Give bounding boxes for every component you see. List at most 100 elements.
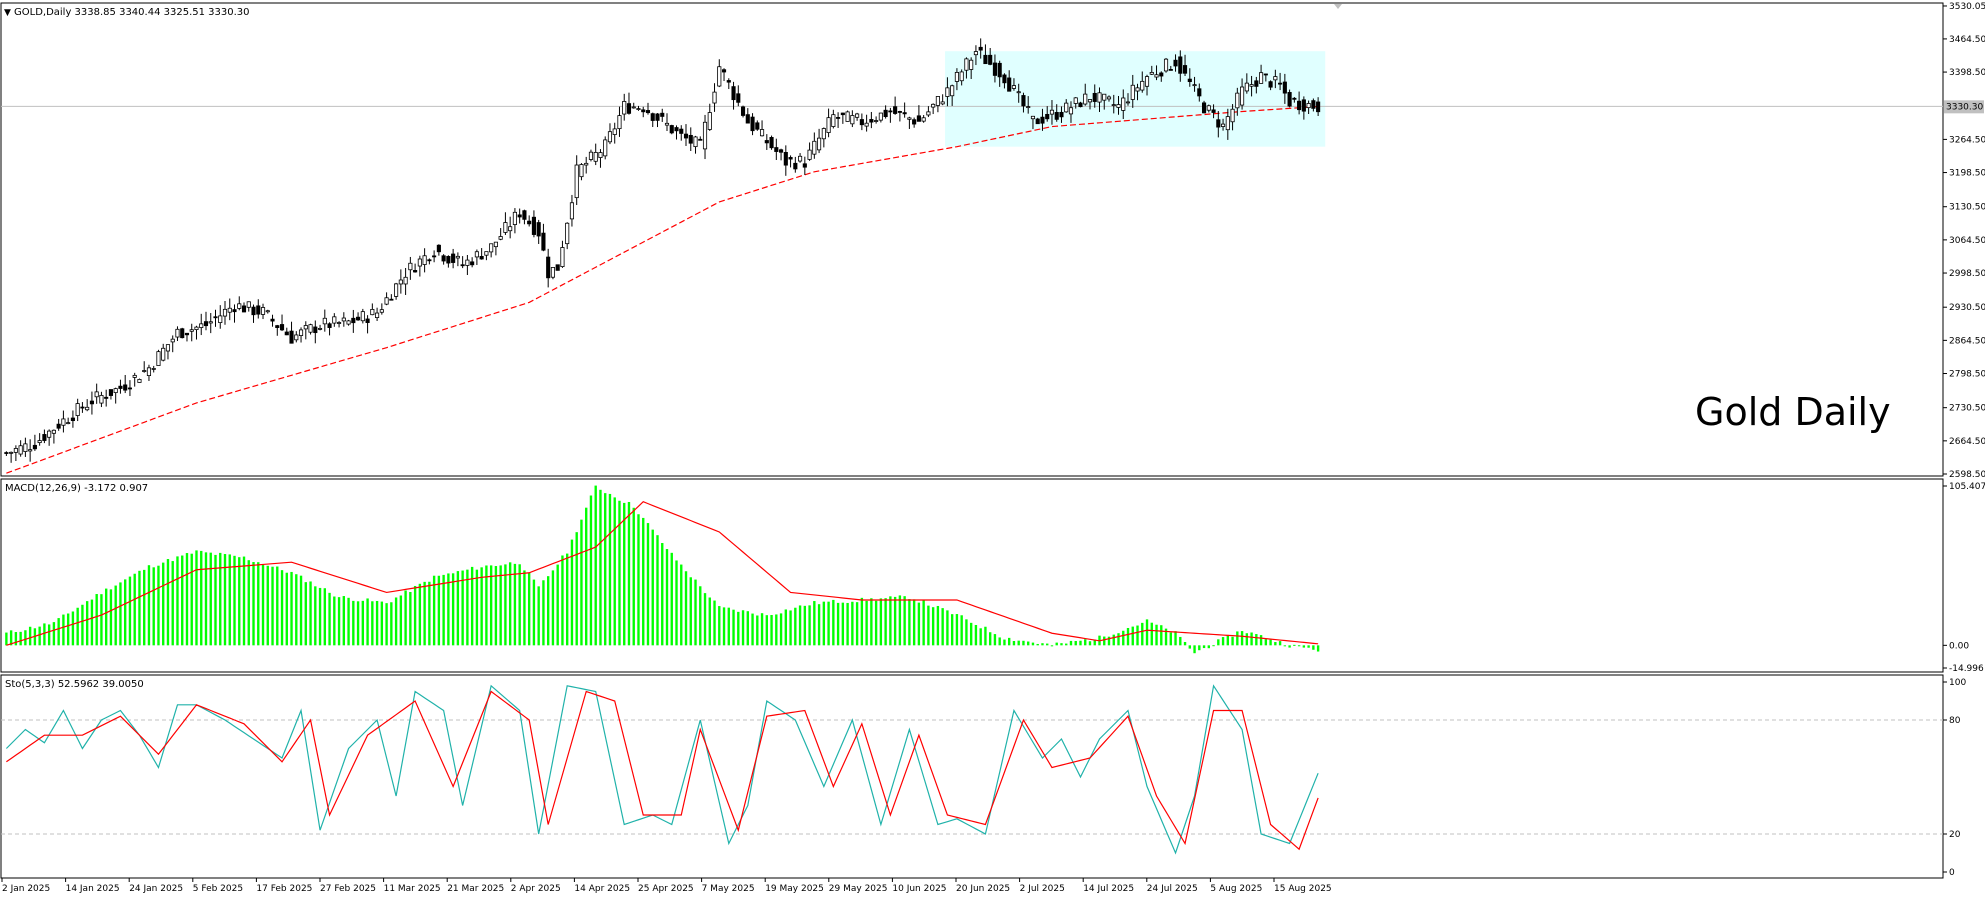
- candle-body: [859, 119, 864, 126]
- candle-body: [683, 133, 689, 139]
- macd-histogram-bar: [846, 602, 849, 646]
- macd-histogram-bar: [570, 539, 574, 646]
- macd-histogram-bar: [969, 622, 973, 646]
- macd-histogram-bar: [432, 575, 436, 646]
- candle: [855, 112, 860, 121]
- candle-body: [902, 112, 907, 115]
- macd-histogram-bar: [518, 564, 521, 646]
- candle-body: [964, 58, 969, 71]
- candle-body: [940, 101, 945, 105]
- candle: [61, 410, 66, 433]
- candle: [1007, 70, 1012, 92]
- macd-histogram-bar: [912, 599, 916, 646]
- candle: [503, 212, 508, 235]
- price-panel-collapse-icon[interactable]: ▼: [4, 8, 11, 18]
- candle: [603, 136, 608, 160]
- candle: [1211, 104, 1216, 119]
- macd-histogram-bar: [1293, 644, 1296, 646]
- macd-histogram-bar: [965, 619, 968, 646]
- candle: [560, 240, 565, 268]
- candle-body: [194, 326, 199, 330]
- chart-shift-icon[interactable]: [1334, 4, 1342, 9]
- candle: [66, 417, 71, 425]
- candle-body: [541, 232, 546, 251]
- candle-body: [208, 321, 213, 324]
- macd-axis-label: -14.996: [1949, 664, 1984, 674]
- candle-body: [360, 311, 365, 322]
- candle: [574, 155, 579, 205]
- candle: [432, 250, 437, 263]
- macd-histogram-bar: [575, 532, 578, 646]
- stoch-main-line: [5, 684, 1319, 855]
- macd-histogram-bar: [903, 596, 906, 646]
- macd-histogram-bar: [751, 613, 754, 646]
- time-axis-label: 11 Mar 2025: [384, 884, 441, 894]
- candle-body: [579, 164, 584, 178]
- candle-body: [641, 109, 646, 113]
- candle-body: [1106, 96, 1112, 100]
- price-axis-label: 2864.50: [1949, 336, 1985, 346]
- candle-body: [897, 111, 902, 113]
- candle-body: [869, 119, 874, 123]
- candle-body: [631, 106, 636, 109]
- candle-body: [769, 137, 774, 149]
- candle: [626, 92, 632, 115]
- macd-histogram-bar: [542, 580, 545, 646]
- macd-histogram-bar: [409, 591, 412, 646]
- candle: [470, 257, 475, 268]
- macd-histogram-bar: [1103, 636, 1106, 646]
- candle-body: [1282, 81, 1287, 94]
- candle-body: [588, 151, 594, 160]
- candle: [550, 267, 555, 280]
- candle-body: [721, 69, 727, 73]
- candle-body: [294, 334, 299, 341]
- macd-histogram-bar: [494, 566, 498, 646]
- candle: [175, 326, 180, 342]
- candle: [1216, 111, 1221, 138]
- macd-histogram-bar: [908, 599, 911, 646]
- candle: [969, 57, 974, 80]
- candle: [256, 299, 261, 319]
- macd-histogram-bar: [1122, 630, 1125, 646]
- macd-histogram-bar: [722, 607, 726, 646]
- macd-histogram-bar: [1264, 639, 1268, 646]
- candle: [864, 114, 869, 132]
- macd-histogram-bar: [380, 601, 384, 646]
- candle: [413, 263, 418, 273]
- macd-histogram-bar: [665, 549, 669, 646]
- macd-histogram-bar: [851, 601, 854, 646]
- candle-body: [945, 87, 950, 97]
- macd-histogram-bar: [803, 605, 807, 646]
- macd-histogram-bar: [656, 535, 659, 646]
- candle-body: [750, 116, 755, 132]
- candle: [1040, 108, 1045, 131]
- candle: [37, 433, 42, 446]
- candle-body: [755, 122, 760, 130]
- time-axis-label: 20 Jun 2025: [956, 884, 1010, 894]
- candle: [660, 108, 665, 122]
- candle-body: [384, 297, 389, 305]
- candle: [1192, 76, 1197, 92]
- macd-histogram-bar: [988, 632, 992, 646]
- candle: [1011, 78, 1017, 91]
- macd-histogram-bar: [81, 604, 84, 646]
- candle-body: [218, 315, 223, 324]
- candle-body: [484, 251, 489, 256]
- candle-body: [931, 103, 936, 108]
- time-axis-label: 19 May 2025: [765, 884, 824, 894]
- macd-histogram-bar: [1250, 632, 1253, 646]
- candle-body: [1059, 111, 1064, 118]
- candle: [802, 156, 807, 176]
- candle: [398, 269, 403, 294]
- candle: [935, 96, 940, 113]
- macd-histogram-bar: [741, 610, 745, 646]
- macd-histogram-bar: [718, 606, 721, 646]
- macd-histogram-bar: [860, 597, 864, 646]
- macd-histogram-bar: [143, 569, 146, 646]
- candle: [303, 321, 308, 340]
- candle-body: [973, 51, 978, 56]
- candle: [270, 314, 275, 327]
- candle-body: [413, 270, 418, 273]
- candle: [260, 303, 266, 320]
- macd-histogram-bar: [1202, 645, 1206, 649]
